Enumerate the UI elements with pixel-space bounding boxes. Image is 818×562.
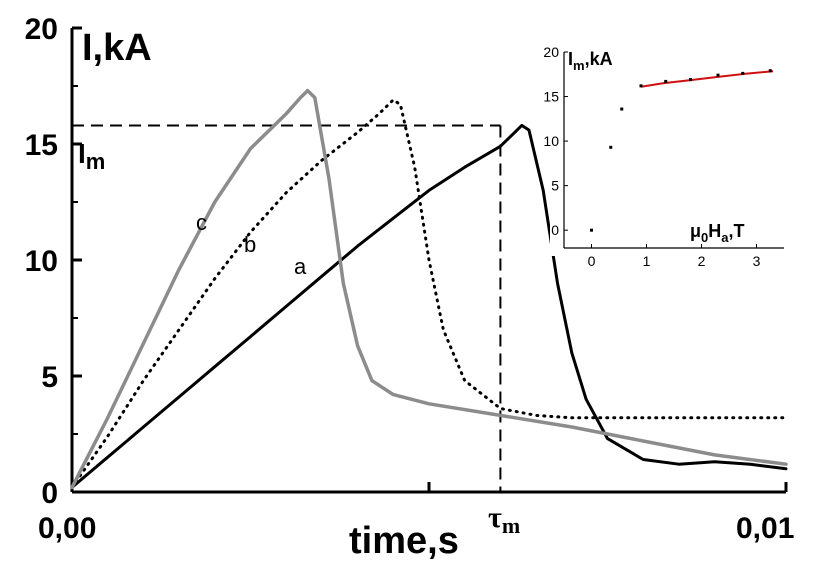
y-tick-label: 10 [25, 245, 58, 278]
x-tick-label-start: 0,00 [38, 512, 96, 545]
inset-plot: 0 5 10 15 20 0 1 2 3 Im,kA μ0Ha,T [543, 44, 790, 269]
inset-y-tick-label: 15 [543, 89, 559, 105]
inset-data-point [609, 145, 613, 149]
series-line-b [70, 98, 788, 489]
y-tick-label: 20 [25, 13, 58, 46]
inset-data-point [768, 69, 772, 73]
inset-data-point [590, 228, 593, 232]
inset-x-tick-label: 2 [698, 253, 706, 269]
inset-x-tick-label: 1 [643, 253, 651, 269]
series-line-c [70, 88, 788, 490]
inset-data-point [741, 71, 745, 75]
inset-y-tick-label: 0 [551, 222, 559, 238]
inset-x-tick-label: 3 [753, 253, 761, 269]
y-axis-title: I,kA [82, 27, 152, 69]
tau-m-label: τm [488, 501, 520, 538]
series-label-b: b [244, 232, 256, 257]
inset-data-point [689, 78, 692, 82]
series-line-a [70, 123, 788, 489]
inset-y-axis-title: Im,kA [568, 49, 613, 73]
series-label-a: a [294, 254, 307, 279]
y-tick-label: 0 [41, 477, 58, 510]
inset-data-point [620, 107, 624, 111]
y-tick-label: 15 [25, 129, 58, 162]
x-axis-title: time,s [349, 520, 459, 562]
inset-data-point [716, 73, 720, 77]
inset-y-tick-label: 20 [543, 44, 559, 60]
inset-data-point [639, 84, 643, 88]
inset-data-point [664, 79, 668, 83]
series-label-c: c [196, 210, 207, 235]
im-label: Im [78, 138, 105, 174]
y-tick-label: 5 [41, 361, 58, 394]
inset-x-axis-title: μ0Ha,T [690, 221, 744, 245]
inset-y-tick-label: 5 [551, 178, 559, 194]
inset-background [550, 44, 790, 256]
inset-y-tick-label: 10 [543, 133, 559, 149]
x-tick-label-end: 0,01 [736, 512, 794, 545]
inset-fit-line [640, 70, 774, 88]
inset-x-tick-label: 0 [588, 253, 596, 269]
